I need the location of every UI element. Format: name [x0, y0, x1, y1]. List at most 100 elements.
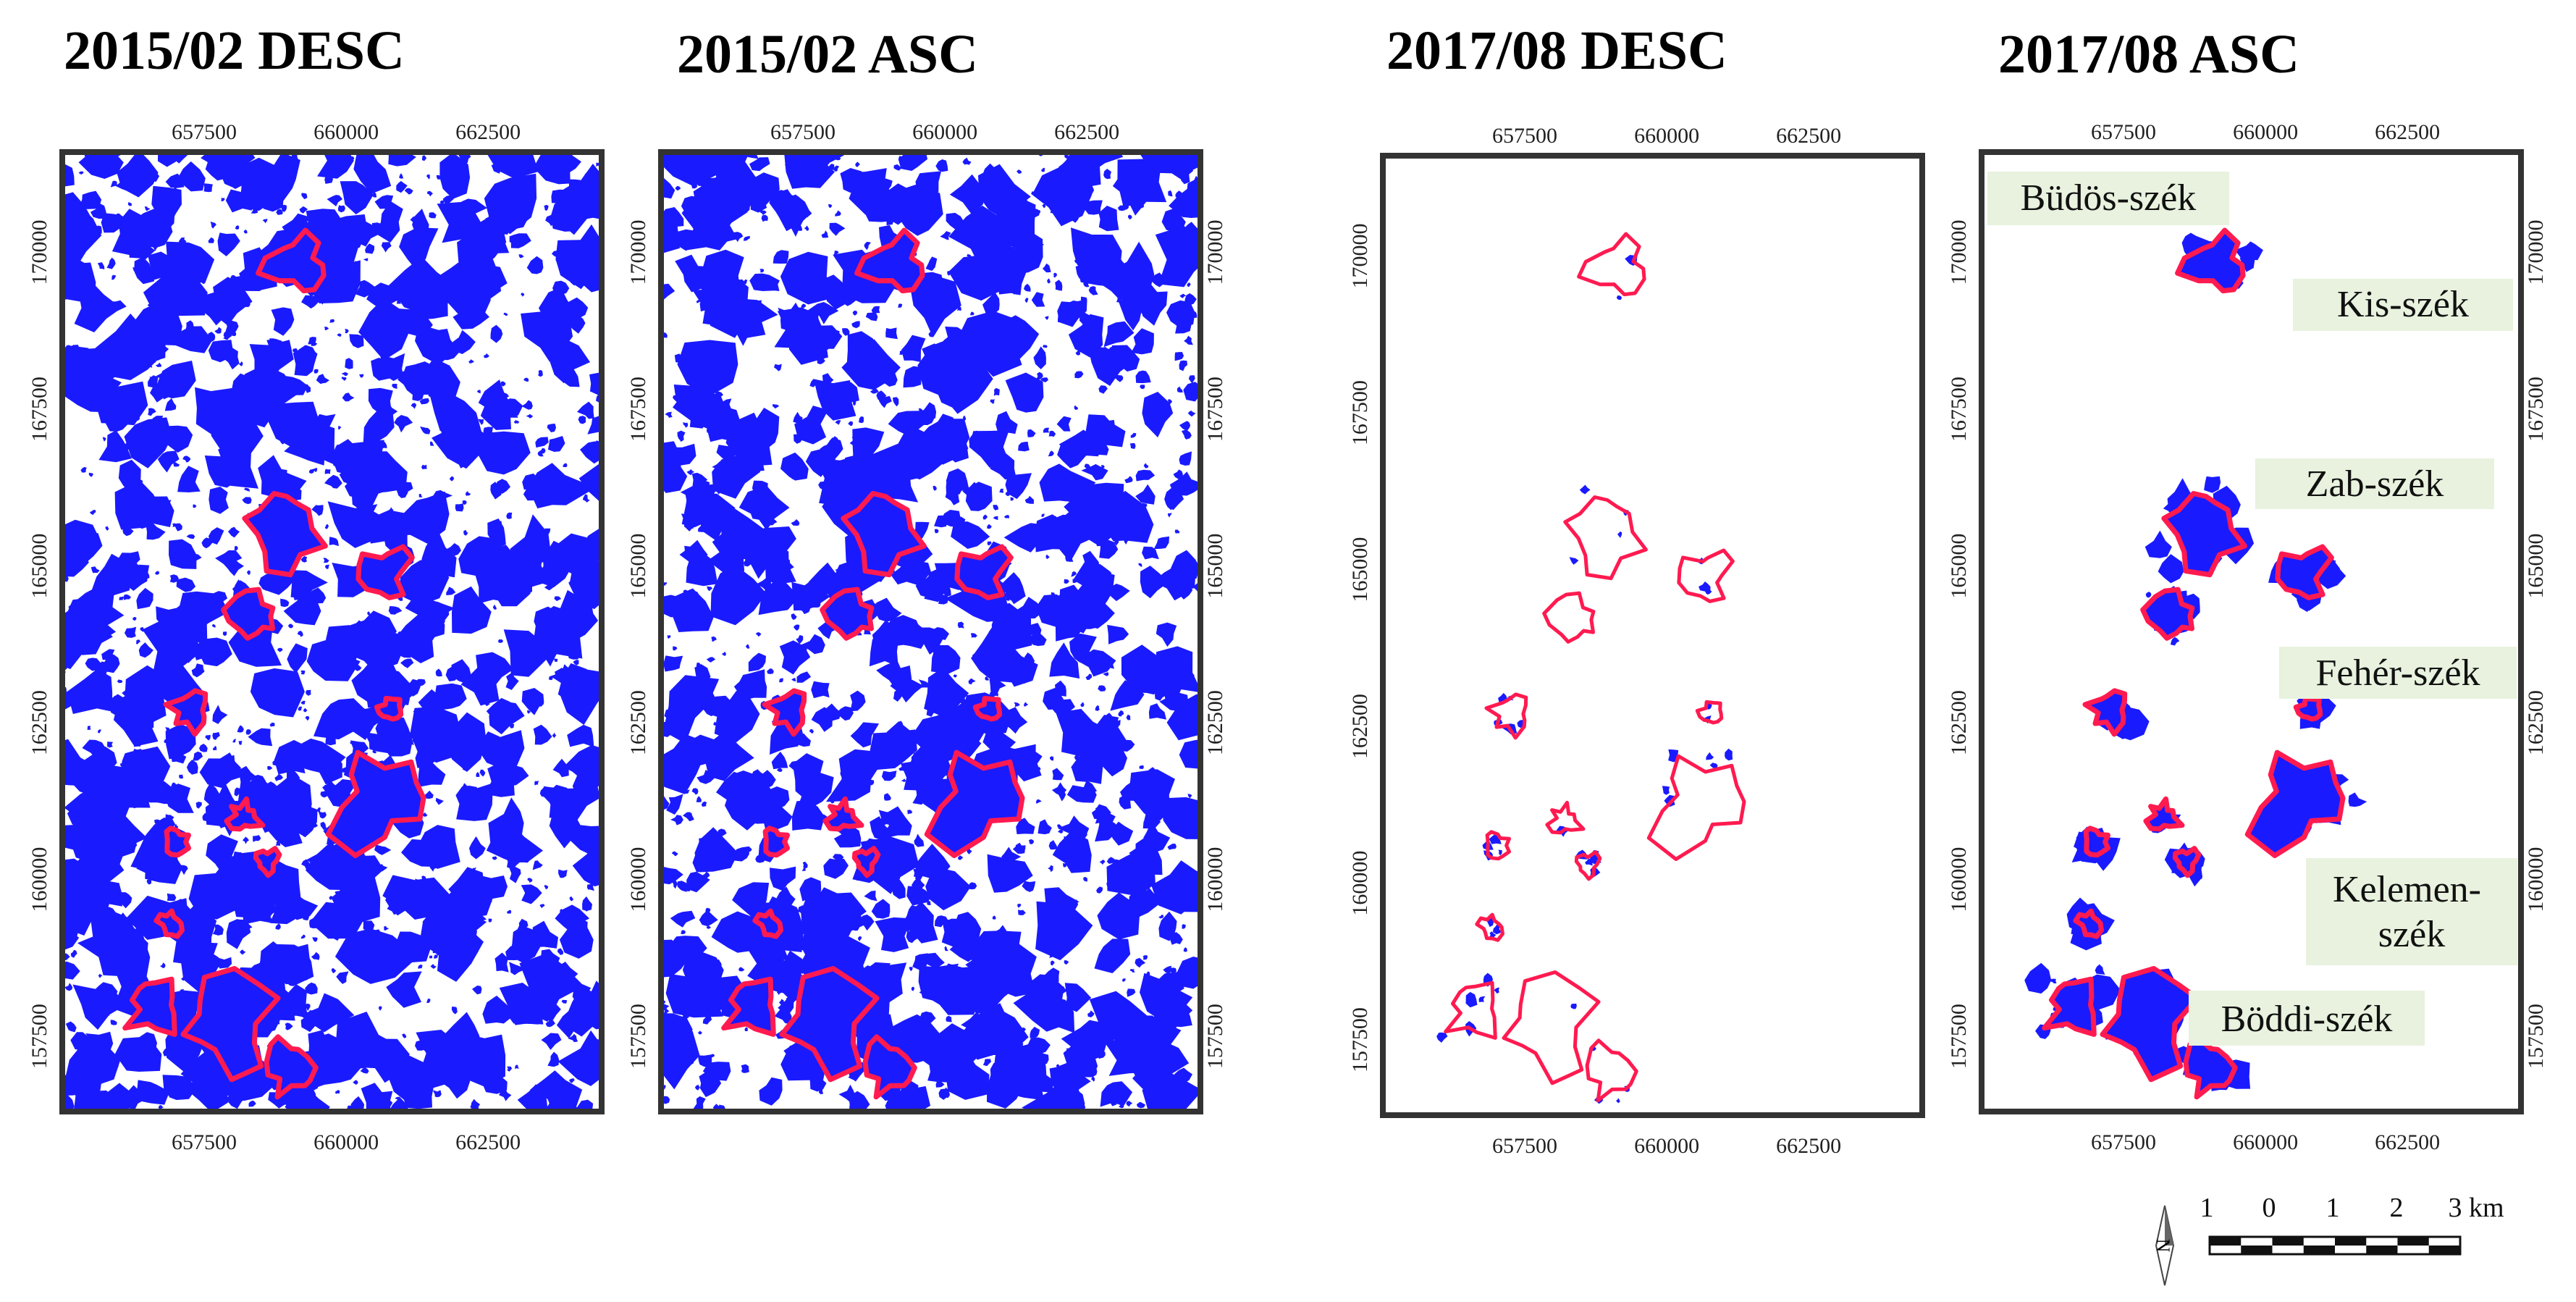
water-extent-layer-4	[2024, 230, 2367, 1097]
water-patch	[243, 487, 251, 492]
water-patch	[90, 203, 107, 219]
water-patch	[341, 377, 347, 381]
water-patch	[242, 836, 249, 844]
water-patch	[385, 308, 390, 316]
water-patch	[1135, 1015, 1182, 1048]
water-patch	[101, 661, 106, 665]
water-patch	[1095, 419, 1116, 442]
water-patch	[235, 225, 240, 230]
water-patch	[1064, 713, 1116, 749]
water-patch	[327, 195, 343, 206]
y-tick-label: 162500	[1203, 690, 1227, 755]
water-patch	[338, 426, 342, 430]
water-patch	[188, 873, 261, 920]
water-patch	[1173, 469, 1183, 480]
water-patch	[1465, 991, 1478, 1008]
water-patch	[67, 850, 125, 894]
water-patch	[859, 914, 875, 931]
water-patch	[804, 225, 809, 231]
water-patch	[1040, 187, 1046, 191]
water-patch	[334, 928, 418, 984]
water-patch	[325, 731, 336, 746]
water-patch	[976, 941, 1037, 997]
water-patch	[935, 159, 948, 172]
water-patch	[1040, 377, 1048, 382]
water-patch	[1105, 1093, 1110, 1099]
water-patch	[305, 982, 318, 995]
water-patch	[303, 707, 308, 713]
water-patch	[966, 531, 971, 535]
water-patch	[946, 468, 969, 492]
water-patch	[300, 749, 342, 785]
water-patch	[958, 855, 964, 860]
water-patch	[677, 430, 686, 442]
water-patch	[298, 706, 303, 711]
water-patch	[700, 285, 705, 290]
water-patch	[138, 642, 153, 658]
water-patch	[193, 504, 197, 508]
water-patch	[791, 302, 800, 314]
water-patch	[366, 510, 405, 544]
water-patch	[881, 770, 897, 781]
water-patch	[476, 915, 487, 923]
water-patch	[1041, 167, 1045, 172]
water-patch	[337, 205, 345, 213]
water-patch	[702, 1015, 712, 1025]
water-patch	[429, 441, 434, 446]
water-patch	[674, 353, 685, 364]
water-patch	[1020, 211, 1027, 221]
water-patch	[138, 911, 156, 938]
place-label-budos: Büdös-szék	[1987, 172, 2229, 225]
water-patch	[1015, 597, 1045, 622]
water-patch	[345, 329, 349, 334]
water-patch	[584, 539, 589, 545]
water-patch	[331, 967, 337, 974]
water-patch	[756, 578, 772, 591]
water-patch	[1142, 546, 1159, 560]
water-patch	[353, 152, 392, 194]
water-patch	[302, 914, 309, 920]
place-label-zab: Zab-szék	[2255, 458, 2494, 509]
water-patch	[1084, 463, 1090, 469]
water-patch	[982, 514, 988, 520]
water-patch	[1058, 161, 1072, 176]
water-patch	[155, 624, 167, 632]
scale-bar-segment	[2303, 1246, 2335, 1254]
water-patch	[948, 255, 1010, 301]
water-patch	[954, 443, 969, 453]
water-patch	[864, 241, 871, 251]
water-patch	[439, 1069, 471, 1099]
water-patch	[351, 854, 372, 875]
water-patch	[1057, 441, 1087, 469]
lake-outline	[2183, 1034, 2238, 1100]
water-patch	[435, 797, 444, 805]
water-patch	[589, 372, 602, 396]
water-patch	[507, 1066, 513, 1072]
lake-outline	[2175, 227, 2246, 294]
water-patch	[1118, 936, 1123, 942]
water-patch	[426, 998, 431, 1004]
water-patch	[509, 962, 526, 975]
water-patch	[1184, 335, 1193, 345]
water-patch	[968, 882, 977, 890]
water-patch	[318, 811, 327, 819]
water-patch	[272, 944, 314, 986]
water-patch	[1174, 352, 1184, 361]
place-label-line-2: szék	[2378, 914, 2445, 955]
water-patch	[439, 889, 468, 924]
water-patch	[521, 884, 542, 904]
water-patch	[405, 291, 448, 320]
water-patch	[432, 949, 437, 954]
water-patch	[503, 312, 508, 316]
water-patch	[1005, 595, 1011, 601]
water-patch	[949, 174, 984, 215]
water-patch	[116, 778, 125, 786]
water-patch	[507, 783, 512, 789]
water-patch	[488, 797, 524, 844]
water-patch	[367, 611, 371, 616]
water-patch	[448, 839, 453, 844]
water-patch	[864, 890, 877, 902]
water-patch	[127, 202, 132, 206]
water-patch	[1133, 1064, 1153, 1080]
water-patch	[1010, 208, 1016, 215]
